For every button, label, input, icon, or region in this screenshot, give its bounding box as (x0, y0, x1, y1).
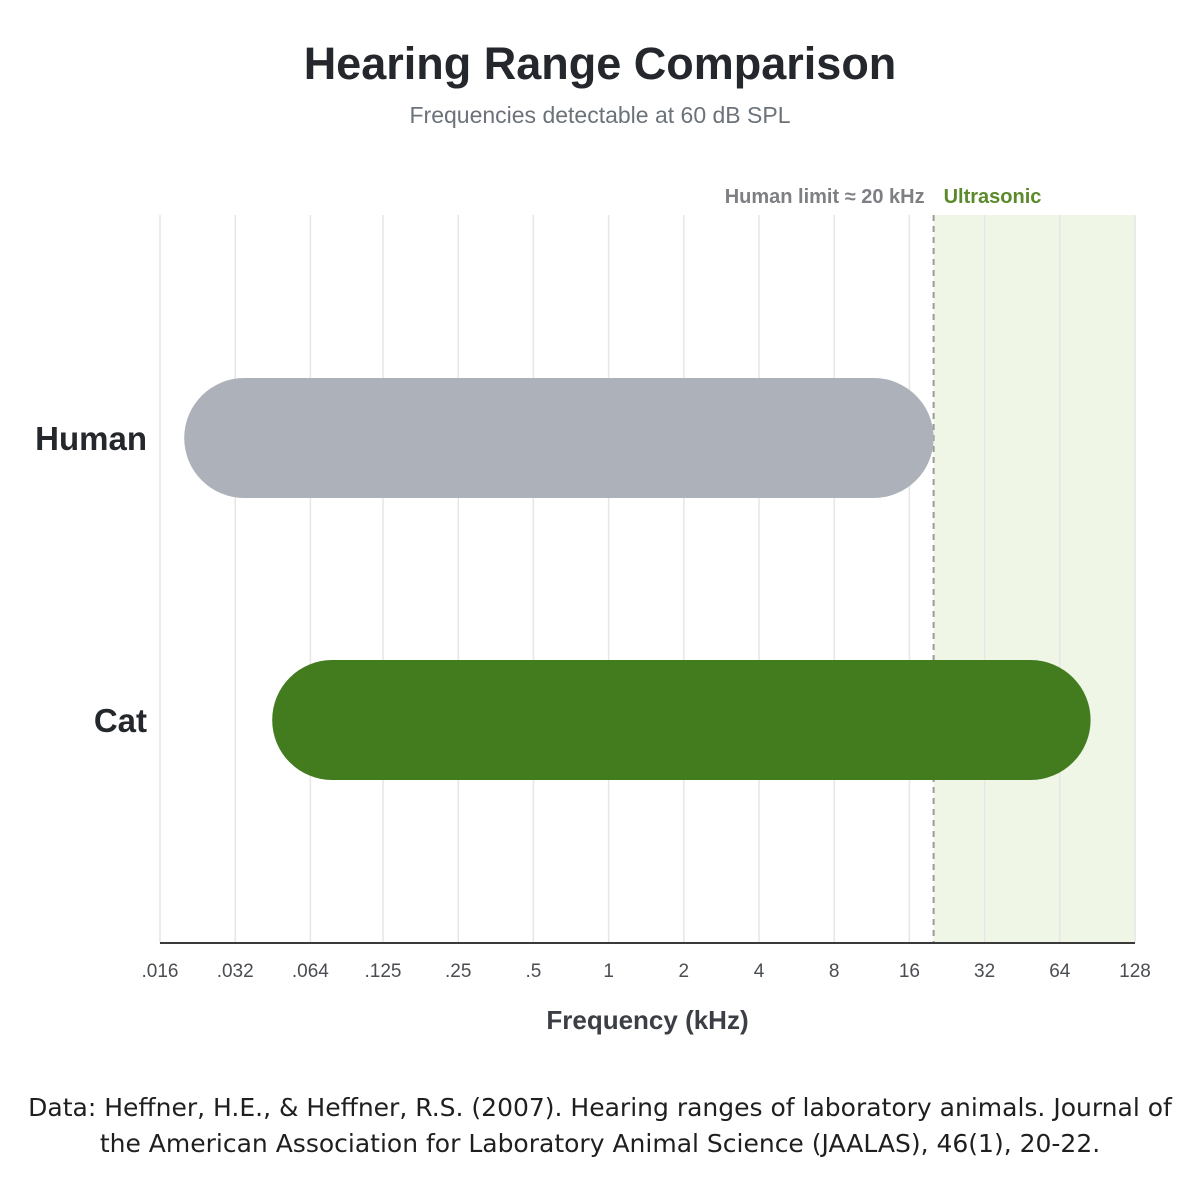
caption-line-1: Data: Heffner, H.E., & Heffner, R.S. (20… (28, 1093, 1172, 1122)
x-tick-label-10: 16 (899, 961, 920, 982)
x-tick-label-2: .064 (292, 961, 329, 982)
data-source-caption: Data: Heffner, H.E., & Heffner, R.S. (20… (0, 1090, 1200, 1162)
chart-title: Hearing Range Comparison (303, 38, 897, 89)
category-label-human: Human (35, 420, 147, 457)
x-tick-label-13: 128 (1119, 961, 1151, 982)
category-label-cat: Cat (94, 702, 147, 739)
x-tick-label-6: 1 (603, 961, 614, 982)
caption-line-2: the American Association for Laboratory … (99, 1129, 1101, 1158)
x-tick-label-5: .5 (525, 961, 541, 982)
ultrasonic-label: Ultrasonic (944, 186, 1042, 208)
x-tick-label-0: .016 (142, 961, 179, 982)
x-tick-label-11: 32 (974, 961, 995, 982)
x-tick-label-4: .25 (445, 961, 471, 982)
range-bar-cat (272, 660, 1091, 780)
x-axis-title: Frequency (kHz) (546, 1005, 748, 1035)
chart-subtitle: Frequencies detectable at 60 dB SPL (409, 102, 791, 128)
x-tick-label-12: 64 (1049, 961, 1071, 982)
x-tick-label-7: 2 (679, 961, 690, 982)
x-tick-label-3: .125 (365, 961, 402, 982)
x-tick-label-1: .032 (217, 961, 254, 982)
hearing-range-chart: Human limit ≈ 20 kHz Ultrasonic Human Cat .0… (35, 186, 1151, 1035)
human-limit-label: Human limit ≈ 20 kHz (725, 186, 925, 208)
x-tick-label-8: 4 (754, 961, 765, 982)
ultrasonic-region (933, 215, 1135, 943)
range-bar-human (184, 378, 934, 498)
x-tick-label-9: 8 (829, 961, 840, 982)
